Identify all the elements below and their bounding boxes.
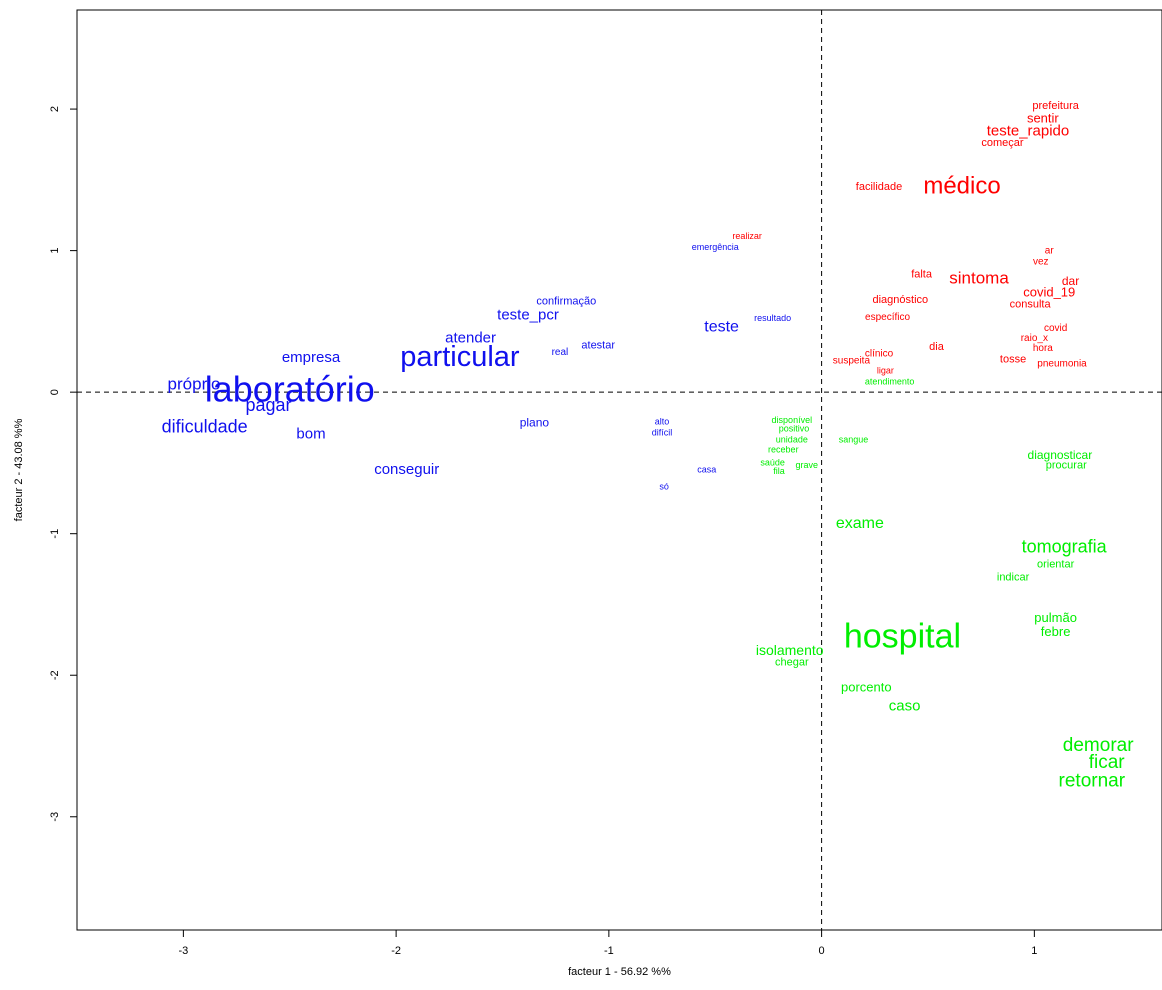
word-point: falta: [911, 269, 933, 281]
y-axis: -3 -2 -1 0 1 2: [49, 106, 77, 822]
word-point: hospital: [844, 617, 961, 655]
word-point: covid_19: [1023, 285, 1075, 300]
y-axis-title: facteur 2 - 43.08 %%: [13, 418, 25, 521]
plot-frame: [76, 9, 1162, 931]
word-point: orientar: [1037, 559, 1075, 571]
word-point: real: [552, 347, 569, 358]
y-tick-label: 1: [49, 248, 61, 254]
word-point: exame: [836, 515, 884, 532]
word-point: disponível: [772, 415, 813, 425]
word-point: plano: [520, 415, 550, 429]
word-point: positivo: [779, 423, 810, 433]
y-tick-label: 0: [49, 389, 61, 395]
word-point: grave: [795, 460, 818, 470]
word-point: tomografia: [1022, 537, 1108, 557]
word-point: indicar: [997, 571, 1030, 583]
word-point: realizar: [732, 231, 762, 241]
word-point: pneumonia: [1037, 358, 1087, 369]
word-point: procurar: [1046, 460, 1087, 472]
word-point: chegar: [775, 656, 809, 668]
y-tick-label: -2: [49, 670, 61, 680]
word-point: atendimento: [865, 377, 915, 387]
word-point: facilidade: [856, 181, 902, 193]
word-point: diagnóstico: [872, 294, 928, 306]
word-point: ligar: [877, 365, 894, 375]
word-point: só: [659, 481, 669, 491]
word-point: bom: [296, 426, 325, 443]
word-point: atestar: [581, 339, 615, 351]
word-point: atender: [445, 329, 496, 346]
word-point: empresa: [282, 349, 341, 366]
word-point: dificuldade: [162, 416, 248, 436]
word-point: confirmação: [536, 295, 596, 307]
x-axis-title: facteur 1 - 56.92 %%: [568, 966, 671, 978]
word-point: ficar: [1089, 752, 1126, 773]
word-point: vez: [1033, 257, 1049, 268]
y-tick-label: -3: [49, 812, 61, 822]
y-tick-label: -1: [49, 529, 61, 539]
word-point: prefeitura: [1032, 100, 1079, 112]
word-point: sangue: [839, 435, 869, 445]
y-tick-label: 2: [49, 106, 61, 112]
word-point: teste_pcr: [497, 307, 559, 324]
word-point: hora: [1033, 343, 1053, 354]
word-point: dar: [1062, 274, 1079, 288]
reference-lines: [77, 10, 1162, 930]
word-point: fila: [773, 466, 785, 476]
word-labels: laboratório particular próprio pagardificul…: [162, 100, 1135, 791]
word-point: próprio: [168, 375, 221, 394]
word-point: pagar: [245, 395, 291, 415]
word-point: dia: [929, 341, 945, 353]
x-axis: -3 -2 -1 0 1: [178, 930, 1037, 957]
word-point: começar: [981, 137, 1024, 149]
word-point: médico: [923, 172, 1000, 199]
word-point: raio_x: [1021, 333, 1048, 344]
word-point: diagnosticar: [1028, 448, 1093, 462]
x-tick-label: -1: [604, 945, 614, 957]
word-point: unidade: [776, 435, 808, 445]
x-tick-label: -2: [391, 945, 401, 957]
word-point: receber: [768, 445, 799, 455]
word-point: tosse: [1000, 354, 1026, 366]
x-tick-label: -3: [178, 945, 188, 957]
word-point: alto: [655, 416, 670, 426]
word-point: sintoma: [949, 268, 1009, 287]
x-tick-label: 1: [1031, 945, 1037, 957]
word-point: covid: [1044, 323, 1067, 334]
word-point: específico: [865, 312, 910, 323]
word-point: conseguir: [374, 461, 439, 478]
word-point: sentir: [1027, 110, 1059, 125]
word-point: ar: [1045, 245, 1055, 256]
word-point: pulmão: [1034, 610, 1077, 625]
word-point: laboratório: [205, 369, 375, 410]
word-point: isolamento: [756, 642, 824, 658]
word-point: suspeita: [833, 356, 871, 367]
word-point: retornar: [1059, 770, 1126, 791]
word-point: teste_rapido: [987, 123, 1070, 140]
word-point: febre: [1041, 624, 1071, 639]
word-point: particular: [400, 341, 520, 373]
x-tick-label: 0: [819, 945, 825, 957]
word-point: resultado: [754, 313, 791, 323]
word-point: teste: [704, 318, 739, 335]
word-point: difícil: [652, 428, 673, 438]
word-point: consulta: [1010, 298, 1052, 310]
word-point: demorar: [1063, 735, 1134, 756]
word-point: caso: [889, 697, 921, 714]
word-point: emergência: [692, 242, 739, 252]
word-point: clínico: [865, 349, 894, 360]
word-point: saúde: [760, 457, 785, 467]
word-point: casa: [697, 464, 716, 474]
word-point: porcento: [841, 679, 892, 694]
